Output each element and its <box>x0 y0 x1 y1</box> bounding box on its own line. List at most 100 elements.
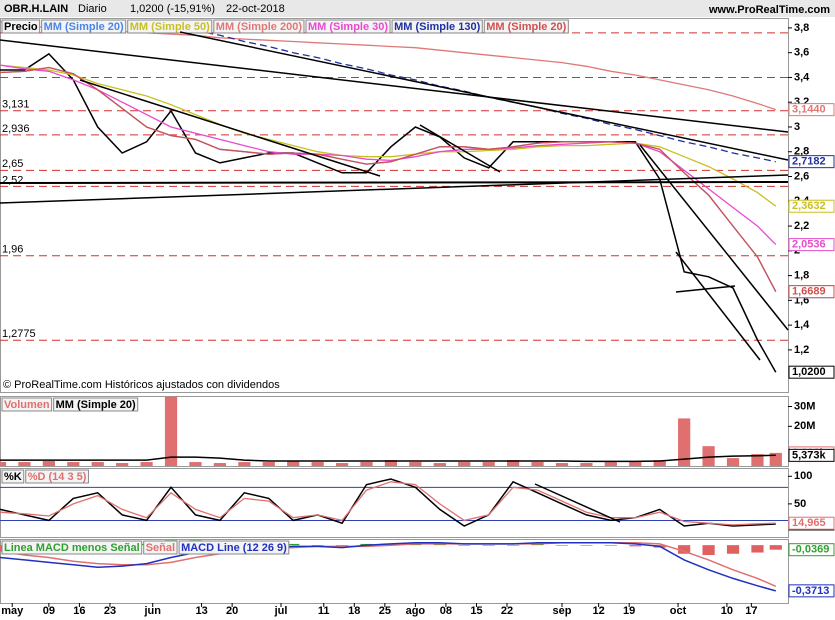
series-line <box>0 52 777 373</box>
x-tick-label: 22 <box>501 605 513 617</box>
legend-label: MM (Simple 130) <box>394 21 481 33</box>
legend-box <box>178 540 290 555</box>
bar <box>311 545 324 546</box>
x-tick-label: 25 <box>379 605 391 617</box>
bar <box>678 545 691 554</box>
last-value-box <box>788 238 835 252</box>
trend-line <box>639 144 789 331</box>
bar <box>140 462 153 466</box>
y-tick-label: 3 <box>794 121 800 133</box>
bar <box>702 446 715 466</box>
bar <box>409 462 422 466</box>
x-tick-label: 19 <box>623 605 635 617</box>
legend-box <box>391 19 483 34</box>
x-tick-label: 16 <box>73 605 85 617</box>
last-value-box <box>788 199 835 213</box>
trend-line <box>0 174 789 204</box>
series-line <box>0 478 776 527</box>
y-tick-label: 100 <box>794 470 812 482</box>
last-value-label: 2,7182 <box>792 156 826 168</box>
x-tick-label: jun <box>143 605 161 617</box>
legend-box <box>305 19 391 34</box>
bar <box>458 545 471 546</box>
last-value-box <box>788 584 835 598</box>
bar <box>769 452 782 466</box>
last-value-label: 1,6689 <box>792 286 826 298</box>
trend-line <box>675 285 736 293</box>
legend-label: MM (Simple 50) <box>130 21 210 33</box>
plot-area <box>0 540 782 592</box>
bar <box>238 462 251 466</box>
legend-box <box>143 540 178 555</box>
bar <box>580 463 593 466</box>
bar <box>0 462 7 466</box>
y-tick-label: 2,6 <box>794 170 809 182</box>
legend-label: MM (Simple 200) <box>216 21 303 33</box>
level-label: 2,936 <box>2 123 30 135</box>
bar <box>213 463 227 466</box>
y-tick-label: 20M <box>794 420 815 432</box>
bar <box>629 545 642 547</box>
last-value-box <box>788 448 835 462</box>
panel-frame <box>0 18 789 393</box>
bar <box>287 461 300 466</box>
bar <box>262 462 275 466</box>
y-tick-label: 2,2 <box>794 220 809 232</box>
y-tick-label: 30M <box>794 400 815 412</box>
legend-box <box>1 19 41 34</box>
bar <box>311 462 324 466</box>
level-label: 1,96 <box>2 244 23 256</box>
y-tick-label: 2,8 <box>794 146 809 158</box>
last-value-label: 14,965 <box>792 517 826 529</box>
bar <box>189 462 202 466</box>
plot-area <box>0 396 782 466</box>
y-tick-label: 3,4 <box>794 71 810 83</box>
x-tick-label: 17 <box>745 605 757 617</box>
last-value-label: 1,0200 <box>792 366 826 378</box>
bar <box>287 543 300 546</box>
trend-line <box>534 483 621 523</box>
bar <box>555 545 569 546</box>
bar <box>18 462 31 466</box>
series-line <box>0 64 777 207</box>
legend-box <box>127 19 213 34</box>
series-line <box>0 541 777 592</box>
legend-box <box>1 469 25 484</box>
legend-label: MM (Simple 20) <box>486 21 566 33</box>
x-tick-label: ago <box>406 605 426 617</box>
last-value-box <box>788 365 835 379</box>
x-tick-label: 12 <box>593 605 605 617</box>
bar <box>769 545 782 550</box>
bar <box>507 545 520 546</box>
trend-line <box>675 251 761 361</box>
last-value-label: -0,3713 <box>792 585 829 597</box>
legend-label: Precio <box>4 21 38 33</box>
trend-line <box>179 31 789 161</box>
legend-label: MM (Simple 20) <box>44 21 124 33</box>
x-tick-label: 18 <box>348 605 360 617</box>
legend-box <box>41 19 127 34</box>
legend-box <box>483 19 569 34</box>
bar <box>482 545 495 546</box>
y-tick-label: 1,8 <box>794 269 809 281</box>
x-tick-label: may <box>1 605 24 617</box>
bar <box>335 463 349 466</box>
legend-box <box>213 19 305 34</box>
trend-line <box>0 181 789 184</box>
y-tick-label: 1,4 <box>794 319 810 331</box>
bar <box>653 460 666 466</box>
series-line <box>0 66 777 293</box>
y-tick-label: 50 <box>794 498 806 510</box>
legend-box <box>1 397 53 412</box>
legend-box <box>25 469 89 484</box>
date: 22-oct-2018 <box>226 3 285 15</box>
last-value-label: 2,0536 <box>792 239 826 251</box>
legend-label: Volumen <box>4 399 50 411</box>
x-tick-label: oct <box>670 605 687 617</box>
panel-frame <box>0 468 789 538</box>
legend-label: MM (Simple 20) <box>56 399 136 411</box>
bar <box>531 462 544 466</box>
legend-label: Linea MACD menos Señal <box>4 542 140 554</box>
bar <box>458 462 471 466</box>
last-value-box <box>788 285 835 299</box>
